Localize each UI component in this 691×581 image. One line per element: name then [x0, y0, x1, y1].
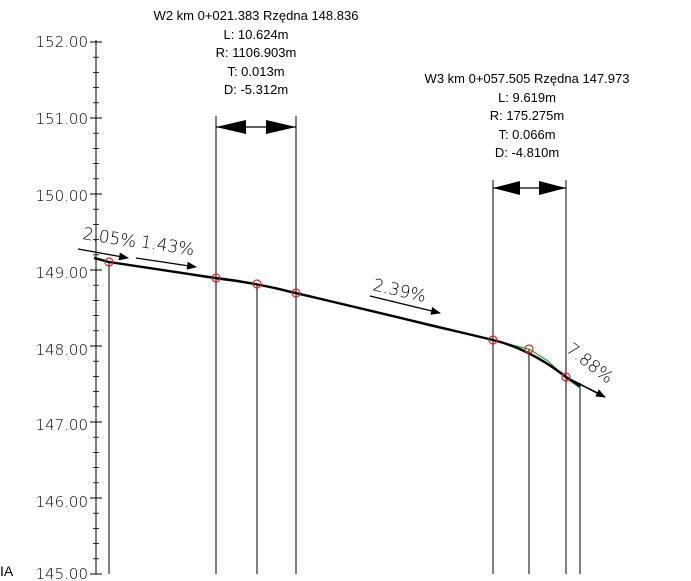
- cut-label: IA: [0, 563, 14, 579]
- arrowhead-right: [539, 181, 566, 195]
- grade-arrow-3: [369, 295, 441, 315]
- tick-label-146: 146.00: [36, 493, 89, 511]
- curve-w3-length: L: 9.619m: [498, 90, 556, 105]
- curve-w2-annotation: W2 km 0+021.383 Rzędna 148.836 L: 10.624…: [154, 8, 359, 97]
- point-marker: [291, 288, 301, 298]
- curve-w2-tangent: T: 0.013m: [227, 64, 284, 79]
- tick-label-147: 147.00: [36, 416, 89, 434]
- curve-w2-dimension: [216, 120, 296, 134]
- minor-ticks: [93, 56, 99, 560]
- curve-w2-header: W2 km 0+021.383 Rzędna 148.836: [154, 8, 359, 23]
- tick-label-145: 145.00: [36, 565, 89, 581]
- arrowhead-left: [216, 120, 246, 134]
- point-markers: [104, 257, 571, 382]
- terrain-line: [93, 256, 581, 389]
- curve-w3-header: W3 km 0+057.505 Rzędna 147.973: [425, 71, 630, 86]
- grade-arrow-2: [135, 257, 197, 270]
- curve-w2-deflection: D: -5.312m: [224, 82, 288, 97]
- profile-end-arrow: [565, 376, 606, 398]
- elevation-axis: 152.00 151.00 150.00 149.00 148.00 147.0…: [36, 33, 102, 581]
- curve-w3-radius: R: 175.275m: [490, 108, 564, 123]
- point-marker: [104, 257, 114, 267]
- station-lines: [108, 116, 581, 574]
- point-marker: [211, 273, 221, 283]
- major-ticks: [90, 41, 102, 575]
- tick-label-150: 150.00: [36, 187, 89, 205]
- tick-label-149: 149.00: [36, 264, 89, 282]
- tick-label-148: 148.00: [36, 341, 89, 359]
- curve-w2-length: L: 10.624m: [223, 27, 288, 42]
- curve-w2-radius: R: 1106.903m: [216, 45, 297, 60]
- grade-label-1: 2.05%: [81, 224, 137, 252]
- curve-w3-dimension: [493, 181, 566, 195]
- grade-arrows: [77, 248, 441, 315]
- curve-w3-deflection: D: -4.810m: [495, 145, 559, 160]
- tick-label-151: 151.00: [36, 110, 89, 128]
- tick-label-152: 152.00: [36, 33, 89, 51]
- point-marker: [252, 279, 262, 289]
- point-marker: [488, 335, 498, 345]
- point-marker: [561, 372, 571, 382]
- grade-label-2: 1.43%: [139, 232, 195, 260]
- arrowhead-right: [266, 120, 296, 134]
- point-marker: [524, 344, 534, 354]
- curve-w3-tangent: T: 0.066m: [498, 127, 555, 142]
- arrowhead-left: [493, 181, 520, 195]
- grade-label-3: 2.39%: [371, 275, 428, 307]
- curve-w3-annotation: W3 km 0+057.505 Rzędna 147.973 L: 9.619m…: [425, 71, 630, 160]
- grade-arrow-1: [77, 248, 129, 261]
- design-profile-line: [93, 256, 581, 388]
